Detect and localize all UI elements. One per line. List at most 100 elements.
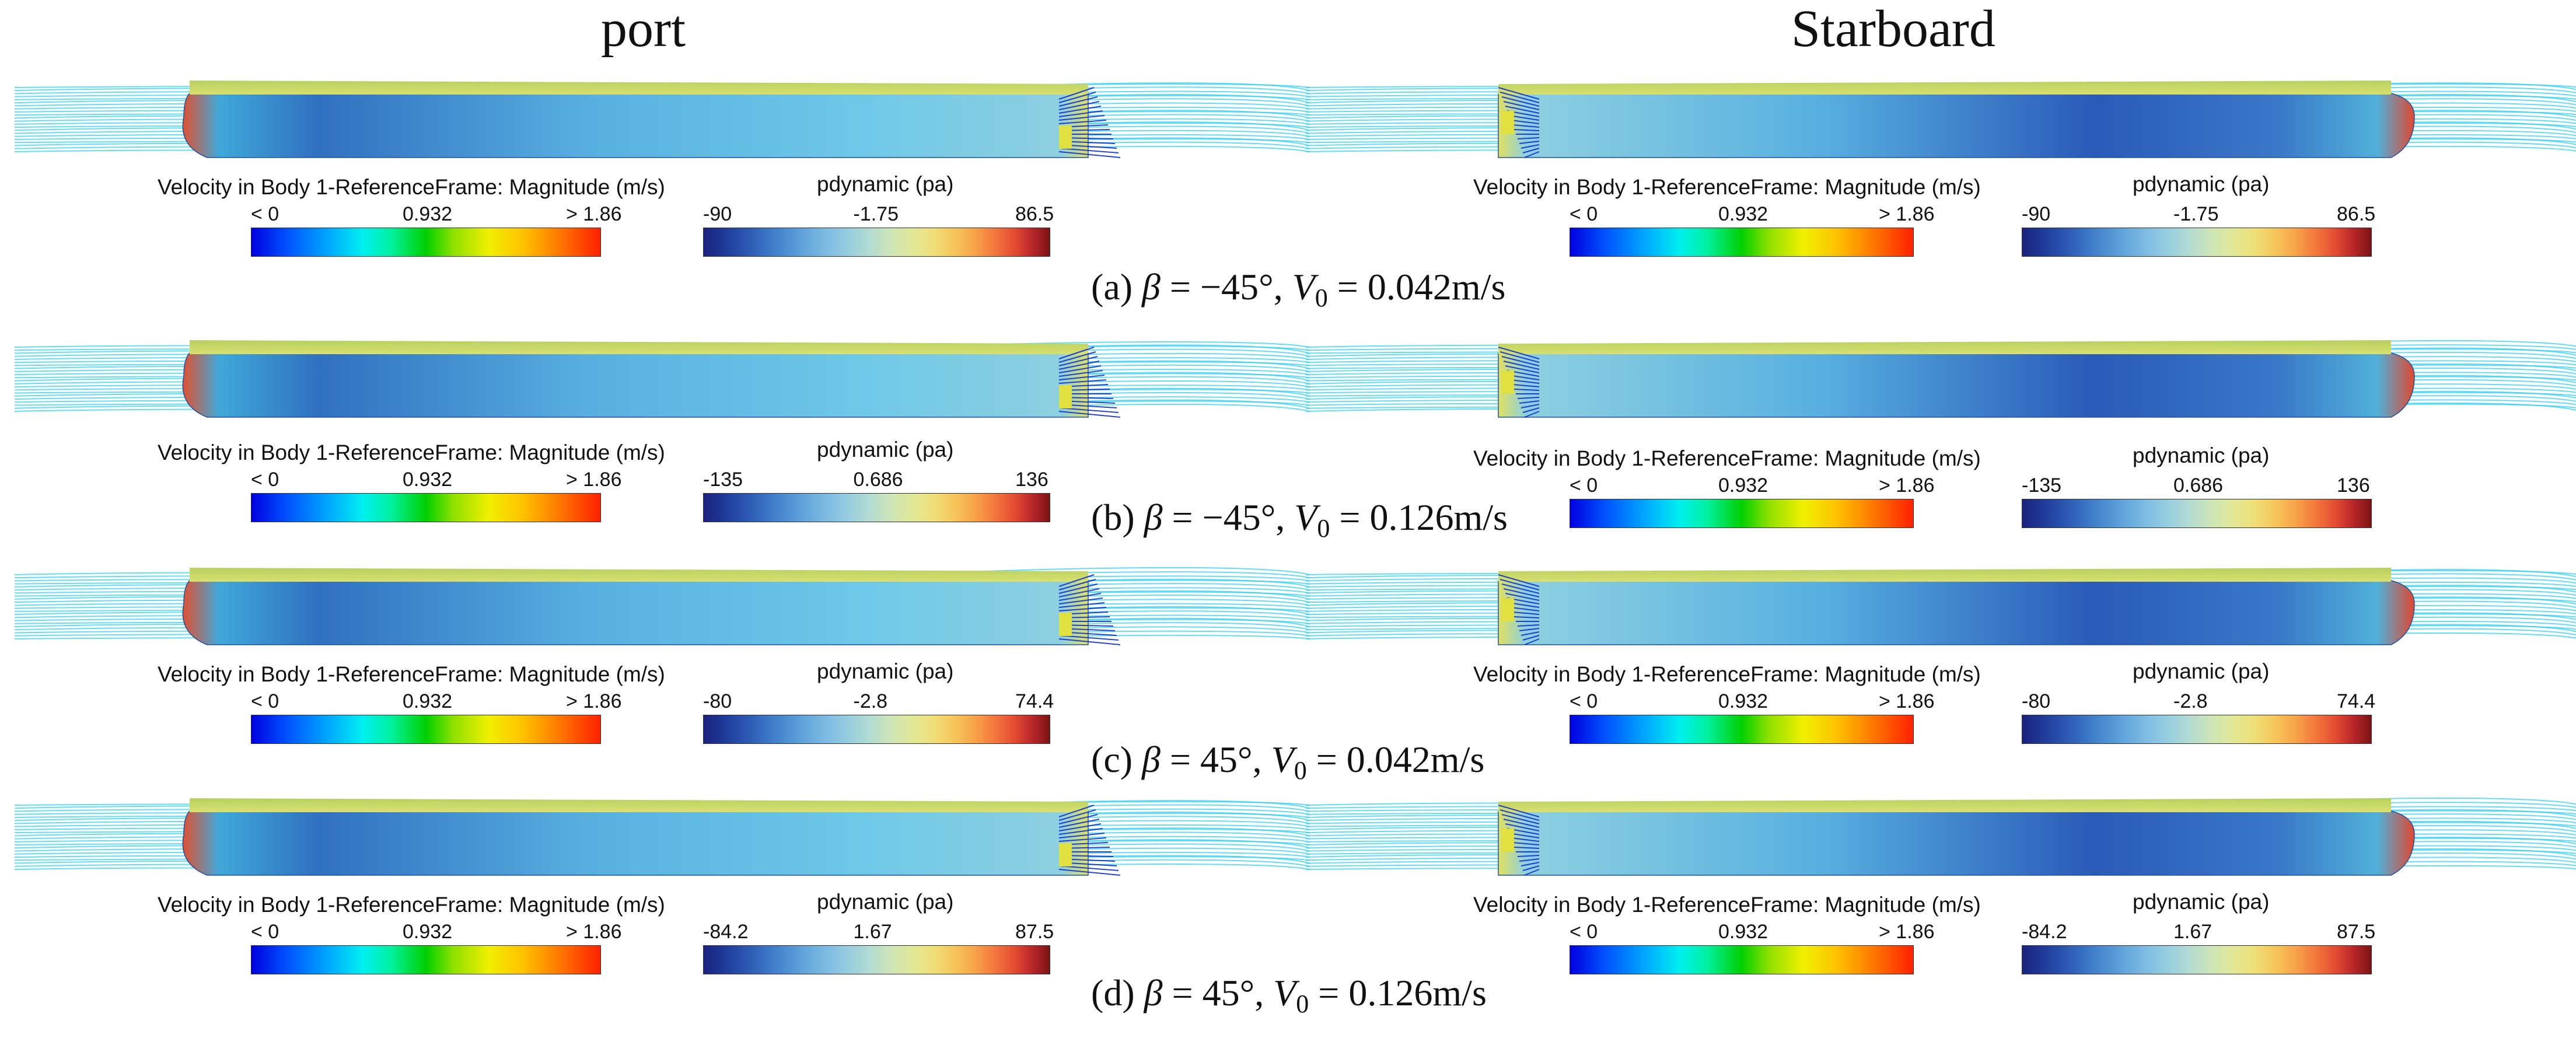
port-velocity-legend-mid: 0.932: [403, 469, 453, 491]
port-velocity-legend-colorbar: [251, 228, 601, 257]
beta-symbol: β: [1144, 497, 1163, 538]
starboard-pressure-legend-colorbar: [2022, 945, 2372, 974]
port-pressure-legend-min: -80: [703, 690, 732, 712]
panel-caption: (b) β = −45°, V0 = 0.126m/s: [1091, 496, 1508, 543]
port-pressure-legend-title: pdynamic (pa): [817, 172, 954, 196]
port-velocity-legend-min: < 0: [251, 469, 279, 491]
v-subscript: 0: [1317, 514, 1330, 543]
starboard-velocity-legend-mid: 0.932: [1718, 690, 1768, 712]
caption-velocity: = 0.126m/s: [1318, 972, 1487, 1013]
port-velocity-legend-title: Velocity in Body 1-ReferenceFrame: Magni…: [158, 175, 665, 199]
port-pressure-legend-colorbar: [703, 945, 1050, 974]
port-velocity-legend-max: > 1.86: [566, 921, 622, 943]
starboard-pressure-legend-colorbar: [2022, 228, 2372, 257]
caption-prefix: (b): [1091, 497, 1135, 538]
port-pressure-legend-mid: -1.75: [853, 203, 899, 225]
port-hull-visualization: [15, 794, 1310, 881]
starboard-velocity-legend-max: > 1.86: [1879, 203, 1935, 225]
caption-beta: = 45°,: [1172, 972, 1264, 1013]
port-velocity-legend-colorbar: [251, 945, 601, 974]
starboard-pressure-legend-mid: -1.75: [2173, 203, 2219, 225]
starboard-velocity-legend-max: > 1.86: [1879, 474, 1935, 497]
starboard-velocity-legend-colorbar: [1570, 499, 1914, 528]
port-pressure-legend-max: 87.5: [1015, 921, 1054, 943]
port-velocity-legend-colorbar: [251, 715, 601, 744]
starboard-hull-visualization: [1306, 76, 2576, 163]
starboard-velocity-legend-colorbar: [1570, 715, 1914, 744]
caption-velocity: = 0.042m/s: [1316, 739, 1485, 780]
port-pressure-legend-min: -135: [703, 469, 743, 491]
v-symbol: V: [1273, 972, 1296, 1013]
starboard-pressure-legend-max: 136: [2337, 474, 2370, 497]
v-subscript: 0: [1315, 284, 1328, 312]
starboard-velocity-legend-min: < 0: [1570, 690, 1598, 712]
caption-prefix: (a): [1091, 266, 1133, 307]
starboard-velocity-legend-max: > 1.86: [1879, 690, 1935, 712]
starboard-velocity-legend-mid: 0.932: [1718, 474, 1768, 497]
starboard-pressure-legend-min: -135: [2022, 474, 2062, 497]
v-symbol: V: [1292, 266, 1315, 307]
v-symbol: V: [1294, 497, 1317, 538]
port-pressure-legend-colorbar: [703, 228, 1050, 257]
port-velocity-legend-max: > 1.86: [566, 203, 622, 225]
port-velocity-legend-colorbar: [251, 493, 601, 522]
port-velocity-legend-max: > 1.86: [566, 469, 622, 491]
port-velocity-legend-mid: 0.932: [403, 203, 453, 225]
panel-caption: (a) β = −45°, V0 = 0.042m/s: [1091, 265, 1505, 313]
starboard-velocity-legend-title: Velocity in Body 1-ReferenceFrame: Magni…: [1473, 893, 1981, 917]
starboard-velocity-legend-min: < 0: [1570, 203, 1598, 225]
port-pressure-legend-max: 86.5: [1015, 203, 1054, 225]
caption-beta: = −45°,: [1172, 497, 1285, 538]
caption-beta: = 45°,: [1169, 739, 1262, 780]
starboard-pressure-legend-min: -80: [2022, 690, 2051, 712]
port-pressure-legend-mid: 1.67: [853, 921, 892, 943]
port-pressure-legend-max: 136: [1015, 469, 1048, 491]
starboard-header: Starboard: [1791, 0, 1995, 58]
starboard-velocity-legend-mid: 0.932: [1718, 203, 1768, 225]
port-velocity-legend-min: < 0: [251, 690, 279, 712]
starboard-pressure-legend-colorbar: [2022, 715, 2372, 744]
port-pressure-legend-title: pdynamic (pa): [817, 659, 954, 683]
starboard-velocity-legend-max: > 1.86: [1879, 921, 1935, 943]
starboard-pressure-legend-title: pdynamic (pa): [2133, 443, 2270, 467]
panel-caption: (c) β = 45°, V0 = 0.042m/s: [1091, 738, 1484, 785]
port-velocity-legend-min: < 0: [251, 203, 279, 225]
port-header: port: [601, 0, 686, 58]
port-hull-visualization: [15, 335, 1310, 423]
port-pressure-legend-colorbar: [703, 715, 1050, 744]
starboard-velocity-legend-min: < 0: [1570, 474, 1598, 497]
starboard-pressure-legend-colorbar: [2022, 499, 2372, 528]
port-velocity-legend-mid: 0.932: [403, 921, 453, 943]
v-subscript: 0: [1296, 990, 1309, 1018]
starboard-velocity-legend-title: Velocity in Body 1-ReferenceFrame: Magni…: [1473, 446, 1981, 470]
starboard-hull-visualization: [1306, 794, 2576, 881]
panel-caption: (d) β = 45°, V0 = 0.126m/s: [1091, 971, 1487, 1019]
v-symbol: V: [1271, 739, 1294, 780]
starboard-pressure-legend-mid: 1.67: [2173, 921, 2213, 943]
port-velocity-legend-title: Velocity in Body 1-ReferenceFrame: Magni…: [158, 893, 665, 917]
port-velocity-legend-max: > 1.86: [566, 690, 622, 712]
port-pressure-legend-min: -84.2: [703, 921, 749, 943]
starboard-pressure-legend-max: 86.5: [2337, 203, 2376, 225]
starboard-pressure-legend-title: pdynamic (pa): [2133, 890, 2270, 914]
port-pressure-legend-mid: 0.686: [853, 469, 903, 491]
caption-velocity: = 0.126m/s: [1339, 497, 1508, 538]
port-velocity-legend-title: Velocity in Body 1-ReferenceFrame: Magni…: [158, 441, 665, 464]
starboard-velocity-legend-min: < 0: [1570, 921, 1598, 943]
port-pressure-legend-min: -90: [703, 203, 732, 225]
starboard-pressure-legend-min: -84.2: [2022, 921, 2067, 943]
port-pressure-legend-mid: -2.8: [853, 690, 888, 712]
caption-prefix: (c): [1091, 739, 1133, 780]
caption-prefix: (d): [1091, 972, 1135, 1013]
port-pressure-legend-title: pdynamic (pa): [817, 438, 954, 462]
port-velocity-legend-mid: 0.932: [403, 690, 453, 712]
port-hull-visualization: [15, 563, 1310, 651]
port-hull-visualization: [15, 76, 1310, 163]
v-subscript: 0: [1294, 756, 1307, 785]
caption-beta: = −45°,: [1169, 266, 1283, 307]
starboard-velocity-legend-mid: 0.932: [1718, 921, 1768, 943]
port-pressure-legend-max: 74.4: [1015, 690, 1054, 712]
starboard-pressure-legend-title: pdynamic (pa): [2133, 659, 2270, 683]
starboard-pressure-legend-max: 87.5: [2337, 921, 2376, 943]
starboard-pressure-legend-max: 74.4: [2337, 690, 2376, 712]
